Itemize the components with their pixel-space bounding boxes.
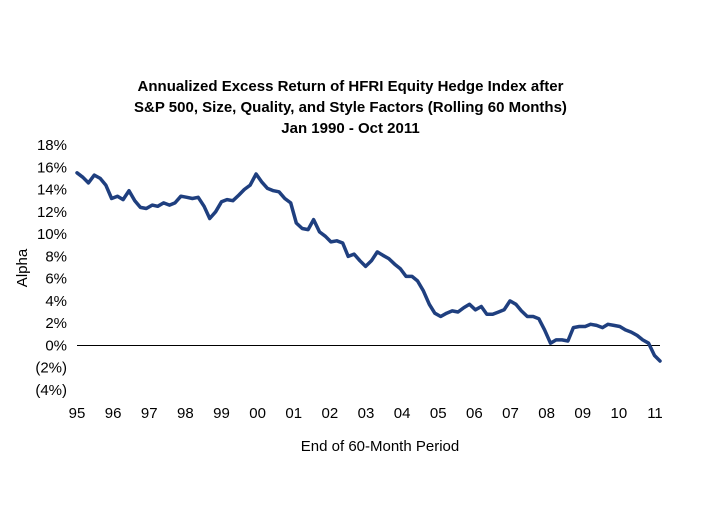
- x-tick-label: 11: [647, 405, 663, 422]
- x-tick-label: 07: [502, 405, 519, 422]
- x-tick-label: 04: [394, 405, 411, 422]
- x-tick-label: 09: [574, 405, 591, 422]
- x-tick-label: 10: [611, 405, 628, 422]
- y-tick-label: 10%: [37, 226, 67, 243]
- y-axis-title: Alpha: [14, 248, 31, 287]
- chart-title-line-3: Jan 1990 - Oct 2011: [281, 120, 420, 137]
- x-tick-label: 00: [249, 405, 266, 422]
- x-tick-label: 03: [358, 405, 375, 422]
- chart-title-line-1: Annualized Excess Return of HFRI Equity …: [137, 78, 564, 95]
- x-axis-title: End of 60-Month Period: [301, 438, 459, 455]
- chart-title-line-2: S&P 500, Size, Quality, and Style Factor…: [134, 99, 567, 116]
- x-tick-label: 98: [177, 405, 194, 422]
- x-tick-label: 08: [538, 405, 555, 422]
- y-tick-label: 2%: [45, 315, 67, 332]
- y-axis-tick-labels: 18% 16% 14% 12% 10% 8% 6% 4% 2% 0% (2%) (4%): [35, 137, 67, 399]
- series-layer: [75, 171, 662, 363]
- y-tick-label: (2%): [35, 360, 67, 377]
- x-tick-label: 96: [105, 405, 122, 422]
- x-tick-label: 97: [141, 405, 158, 422]
- y-tick-label: (4%): [35, 382, 67, 399]
- x-tick-label: 05: [430, 405, 447, 422]
- x-tick-label: 99: [213, 405, 230, 422]
- y-tick-label: 12%: [37, 204, 67, 221]
- series-line-alpha: [75, 171, 662, 363]
- y-tick-label: 6%: [45, 271, 67, 288]
- y-tick-label: 8%: [45, 248, 67, 265]
- chart-title: Annualized Excess Return of HFRI Equity …: [0, 76, 701, 139]
- y-tick-label: 18%: [37, 137, 67, 154]
- x-tick-label: 01: [285, 405, 302, 422]
- y-tick-label: 16%: [37, 159, 67, 176]
- x-tick-label: 06: [466, 405, 483, 422]
- y-tick-label: 0%: [45, 337, 67, 354]
- x-tick-label: 95: [69, 405, 86, 422]
- x-tick-label: 02: [322, 405, 339, 422]
- y-tick-label: 14%: [37, 182, 67, 199]
- x-axis-tick-labels: 95 96 97 98 99 00 01 02 03 04 05 06 07 08 09 10 11: [69, 405, 663, 422]
- y-tick-label: 4%: [45, 293, 67, 310]
